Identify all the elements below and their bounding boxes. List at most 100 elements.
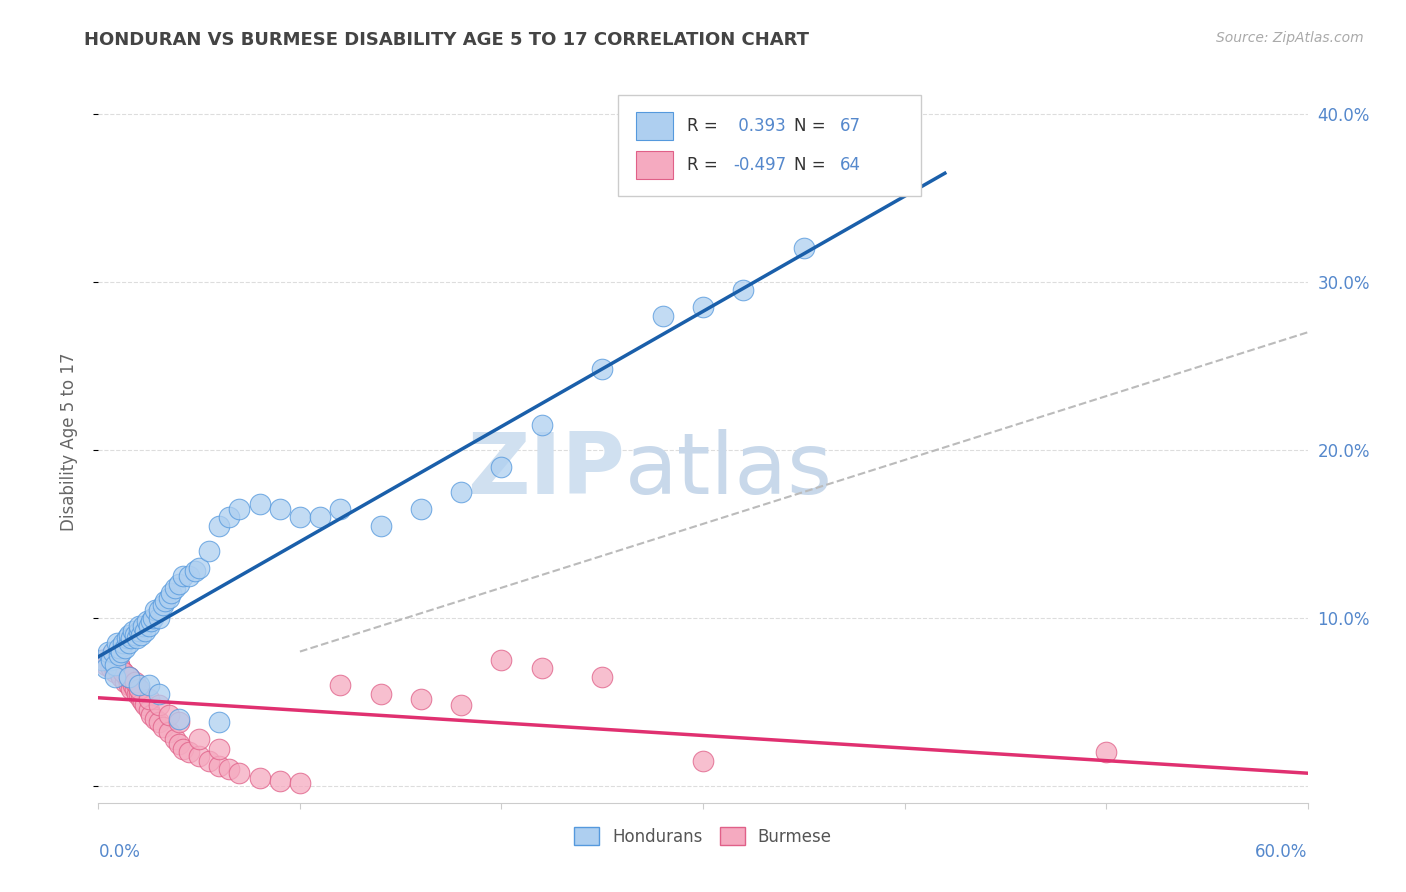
Point (179, 745, 201, 759)
Point (128, 681, 150, 696)
Point (409, 691, 432, 706)
Text: N =: N = (793, 117, 831, 135)
Point (138, 619, 160, 633)
Point (101, 658, 124, 673)
Point (120, 681, 142, 696)
Point (148, 698, 170, 713)
Text: -0.497: -0.497 (734, 156, 786, 174)
Point (329, 678, 352, 692)
Point (370, 518, 392, 533)
Point (107, 648, 129, 662)
Point (135, 615, 157, 629)
Point (167, 737, 190, 751)
Point (172, 569, 194, 583)
Point (129, 691, 152, 706)
Point (172, 742, 194, 756)
Point (249, 771, 271, 785)
Text: atlas: atlas (624, 429, 832, 512)
Point (188, 731, 211, 746)
Point (208, 759, 231, 773)
Point (450, 485, 472, 500)
Point (100, 653, 122, 667)
Point (148, 687, 170, 701)
Text: N =: N = (793, 156, 831, 174)
Point (91, 653, 114, 667)
Point (153, 594, 176, 608)
Point (143, 712, 166, 726)
Point (128, 681, 150, 696)
Point (208, 742, 231, 756)
Point (167, 715, 190, 730)
Point (96, 658, 118, 673)
Point (107, 641, 129, 656)
Point (157, 708, 180, 723)
Point (120, 631, 142, 645)
Point (128, 687, 150, 701)
Point (148, 602, 170, 616)
Point (167, 577, 190, 591)
Point (288, 775, 311, 789)
Point (118, 628, 141, 642)
Text: 0.393: 0.393 (734, 117, 786, 135)
Point (651, 309, 673, 323)
Text: 0.0%: 0.0% (98, 843, 141, 861)
Point (450, 698, 472, 713)
Point (198, 754, 221, 768)
Text: R =: R = (688, 156, 723, 174)
Point (142, 611, 165, 625)
Point (591, 670, 613, 684)
Point (208, 518, 231, 533)
Point (115, 631, 138, 645)
Point (134, 698, 156, 713)
Point (409, 501, 432, 516)
Text: Source: ZipAtlas.com: Source: ZipAtlas.com (1216, 31, 1364, 45)
FancyBboxPatch shape (619, 95, 921, 196)
Point (491, 653, 513, 667)
Point (188, 560, 211, 574)
Point (107, 658, 129, 673)
Point (96, 661, 118, 675)
Point (124, 681, 146, 696)
Point (121, 624, 143, 639)
Point (128, 678, 150, 692)
Point (105, 636, 128, 650)
Point (100, 648, 122, 662)
Point (138, 703, 160, 717)
Point (218, 510, 240, 524)
Point (103, 665, 125, 679)
Point (188, 748, 211, 763)
Point (208, 715, 231, 730)
Point (152, 720, 174, 734)
Point (111, 665, 134, 679)
Point (288, 510, 311, 524)
Point (152, 598, 174, 612)
Point (157, 591, 180, 605)
Text: HONDURAN VS BURMESE DISABILITY AGE 5 TO 17 CORRELATION CHART: HONDURAN VS BURMESE DISABILITY AGE 5 TO … (84, 31, 810, 49)
Point (121, 678, 143, 692)
Point (138, 691, 160, 706)
Point (114, 674, 136, 689)
Point (97, 644, 120, 658)
Point (103, 658, 125, 673)
Point (139, 708, 162, 723)
Text: 60.0%: 60.0% (1256, 843, 1308, 861)
Point (269, 774, 291, 789)
Point (139, 615, 162, 629)
Point (163, 731, 186, 746)
Point (329, 501, 352, 516)
Point (128, 619, 150, 633)
Point (110, 644, 132, 658)
Point (118, 636, 141, 650)
Point (692, 754, 714, 768)
Point (179, 569, 201, 583)
Point (218, 762, 240, 776)
Point (167, 712, 190, 726)
Point (125, 687, 148, 701)
Point (100, 661, 122, 675)
Point (97, 653, 120, 667)
Legend: Hondurans, Burmese: Hondurans, Burmese (568, 821, 838, 852)
Point (249, 497, 271, 511)
Point (115, 670, 138, 684)
Point (591, 362, 613, 376)
Point (132, 695, 155, 709)
